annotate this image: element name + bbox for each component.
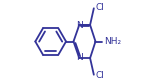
Text: Cl: Cl [95, 71, 104, 80]
Text: NH₂: NH₂ [104, 37, 121, 46]
Text: N: N [76, 53, 83, 62]
Text: N: N [76, 21, 83, 30]
Text: Cl: Cl [95, 3, 104, 12]
